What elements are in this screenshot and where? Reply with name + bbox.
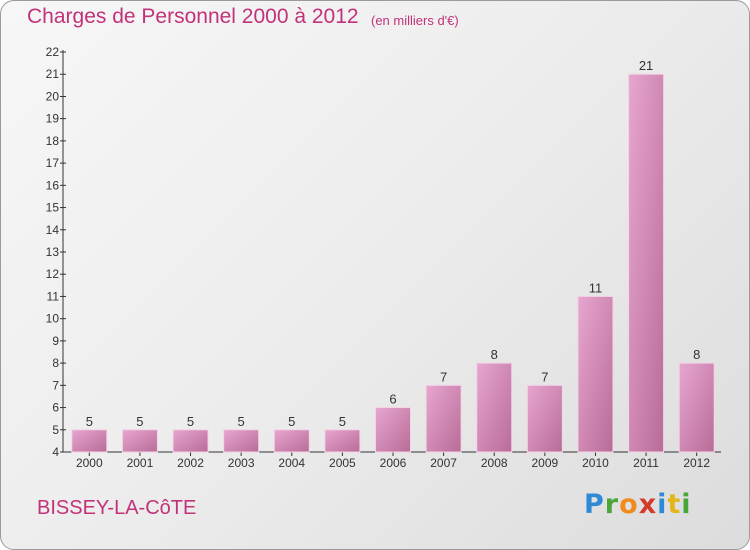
y-tick-label: 10 bbox=[46, 312, 60, 326]
logo-letter: P bbox=[584, 489, 605, 520]
y-tick-label: 13 bbox=[46, 245, 60, 259]
bar bbox=[172, 429, 209, 453]
data-label: 21 bbox=[639, 58, 653, 73]
logo-letter: i bbox=[657, 489, 668, 520]
data-label: 5 bbox=[288, 414, 295, 429]
data-label: 5 bbox=[238, 414, 245, 429]
data-label: 6 bbox=[389, 392, 396, 407]
x-tick-label: 2002 bbox=[177, 456, 204, 470]
y-tick-label: 9 bbox=[52, 334, 59, 348]
y-tick-label: 12 bbox=[46, 267, 60, 281]
data-label: 5 bbox=[136, 414, 143, 429]
data-label: 5 bbox=[339, 414, 346, 429]
x-tick-label: 2007 bbox=[430, 456, 457, 470]
proxiti-logo[interactable]: Proxiti bbox=[584, 489, 692, 520]
y-tick-label: 18 bbox=[46, 134, 60, 148]
x-tick-label: 2009 bbox=[531, 456, 558, 470]
y-tick-label: 15 bbox=[46, 201, 60, 215]
chart-title: Charges de Personnel 2000 à 2012 bbox=[27, 5, 359, 28]
y-tick-label: 19 bbox=[46, 112, 60, 126]
x-tick-label: 2004 bbox=[278, 456, 305, 470]
x-tick-label: 2011 bbox=[633, 456, 659, 470]
y-tick-label: 16 bbox=[46, 178, 60, 192]
bar bbox=[577, 295, 614, 453]
bar bbox=[425, 384, 462, 453]
y-tick-label: 7 bbox=[52, 378, 59, 392]
data-label: 11 bbox=[589, 280, 603, 295]
bar bbox=[223, 429, 260, 453]
y-tick-label: 17 bbox=[46, 156, 60, 170]
y-tick-label: 20 bbox=[46, 89, 60, 103]
logo-letter: r bbox=[604, 489, 620, 520]
logo-letter: x bbox=[638, 489, 658, 520]
bar bbox=[526, 384, 563, 453]
bar bbox=[628, 73, 665, 453]
x-tick-label: 2003 bbox=[228, 456, 255, 470]
y-tick-label: 8 bbox=[52, 356, 59, 370]
logo-letter: t bbox=[667, 489, 682, 520]
bar bbox=[678, 362, 715, 453]
logo-letter: o bbox=[619, 489, 639, 520]
chart-subtitle: (en milliers d'€) bbox=[371, 13, 459, 28]
data-label: 8 bbox=[693, 347, 700, 362]
x-tick-label: 2012 bbox=[683, 456, 710, 470]
y-tick-label: 14 bbox=[46, 223, 60, 237]
data-label: 5 bbox=[86, 414, 93, 429]
y-tick-label: 6 bbox=[52, 401, 59, 415]
bar bbox=[476, 362, 513, 453]
data-label: 7 bbox=[440, 369, 447, 384]
y-tick-label: 4 bbox=[52, 445, 59, 459]
commune-name: BISSEY-LA-CôTE bbox=[37, 497, 197, 519]
y-tick-label: 21 bbox=[46, 67, 60, 81]
data-label: 8 bbox=[491, 347, 498, 362]
bar bbox=[324, 429, 361, 453]
y-tick-label: 11 bbox=[47, 289, 60, 303]
data-label: 5 bbox=[187, 414, 194, 429]
data-label: 7 bbox=[541, 369, 548, 384]
y-tick-label: 22 bbox=[46, 45, 60, 59]
y-tick-label: 5 bbox=[52, 423, 59, 437]
x-tick-label: 2006 bbox=[380, 456, 407, 470]
x-tick-label: 2008 bbox=[481, 456, 508, 470]
logo-letter: i bbox=[681, 489, 692, 520]
x-tick-label: 2000 bbox=[76, 456, 103, 470]
x-tick-label: 2005 bbox=[329, 456, 356, 470]
bar bbox=[375, 407, 411, 453]
x-tick-label: 2010 bbox=[582, 456, 609, 470]
x-tick-label: 2001 bbox=[127, 456, 154, 470]
bar bbox=[121, 429, 158, 453]
bar bbox=[273, 429, 310, 453]
bar bbox=[71, 429, 108, 453]
